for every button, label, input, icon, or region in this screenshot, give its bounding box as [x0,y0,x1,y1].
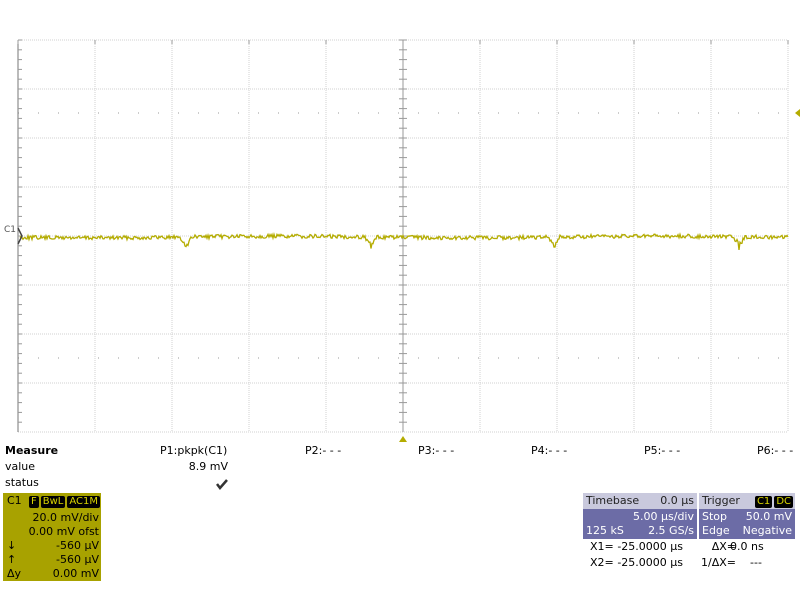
cursor-time: -25.0000 µs [617,540,683,553]
param-name[interactable]: P5:- - - [644,444,681,457]
waveform [19,231,789,250]
row-label: value [5,460,36,473]
badge: BwL [40,496,66,508]
trigger-type: Edge [702,524,730,537]
timebase-delay: 0.0 µs [660,494,694,507]
channel-offset: 0.00 mV ofst [28,525,99,538]
param-name[interactable]: P4:- - - [531,444,568,457]
cursor-label: X1= [590,540,614,553]
channel-marker: C1 [4,225,16,235]
channel-marker-icon [17,227,23,245]
badge: DC [774,496,793,508]
cursor-delta: 0.0 ns [730,540,764,553]
cursor-time: -25.0000 µs [617,556,683,569]
row-label: status [5,476,39,489]
trigger-mode: Stop [702,510,728,523]
channel-name: C1 [7,494,22,507]
trigger-title: Trigger [702,494,740,507]
param-name[interactable]: P1:pkpk(C1) [160,444,228,457]
trigger-time-marker [399,436,407,442]
timebase-scale: 5.00 µs/div [633,510,694,523]
timebase-samples: 125 kS [586,524,624,537]
cursor-delta: --- [750,556,762,569]
param-name[interactable]: P6:- - - [757,444,794,457]
trigger-badges: C1 DC [753,494,793,508]
trigger-level: 50.0 mV [745,510,792,523]
measure-title: Measure [5,444,59,457]
status-ok-icon [216,479,228,490]
timebase-box[interactable]: Timebase 0.0 µs 5.00 µs/div 125 kS 2.5 G… [583,493,697,539]
cursor-symbol: ↑ [7,553,17,566]
badge: F [29,496,39,508]
param-name[interactable]: P2:- - - [305,444,342,457]
channel-scale: 20.0 mV/div [32,511,99,524]
cursor-delta-label: 1/ΔX= [701,556,736,569]
timebase-rate: 2.5 GS/s [648,524,694,537]
cursor-value: 0.00 mV [52,567,99,580]
cursor-symbol: ↓ [7,539,17,552]
cursor-label: X2= [590,556,614,569]
scope-display: C1 [4,39,800,442]
param-value: 8.9 mV [188,460,228,473]
trigger-level-marker [795,109,800,117]
cursor-value: -560 µV [56,539,99,552]
param-name[interactable]: P3:- - - [418,444,455,457]
cursor-delta-label: ΔX= [711,540,736,553]
channel-badges: F BwL AC1M [27,494,101,508]
channel-box[interactable]: C1 F BwL AC1M 20.0 mV/div 0.00 mV ofst ↓ -… [3,493,101,581]
timebase-title: Timebase [586,494,640,507]
trigger-slope: Negative [742,524,792,537]
trigger-box[interactable]: Trigger C1 DC Stop 50.0 mV Edge Negative [699,493,795,539]
badge: AC1M [67,496,101,508]
cursor-symbol: Δy [7,567,22,580]
cursor-value: -560 µV [56,553,99,566]
badge: C1 [754,496,773,508]
